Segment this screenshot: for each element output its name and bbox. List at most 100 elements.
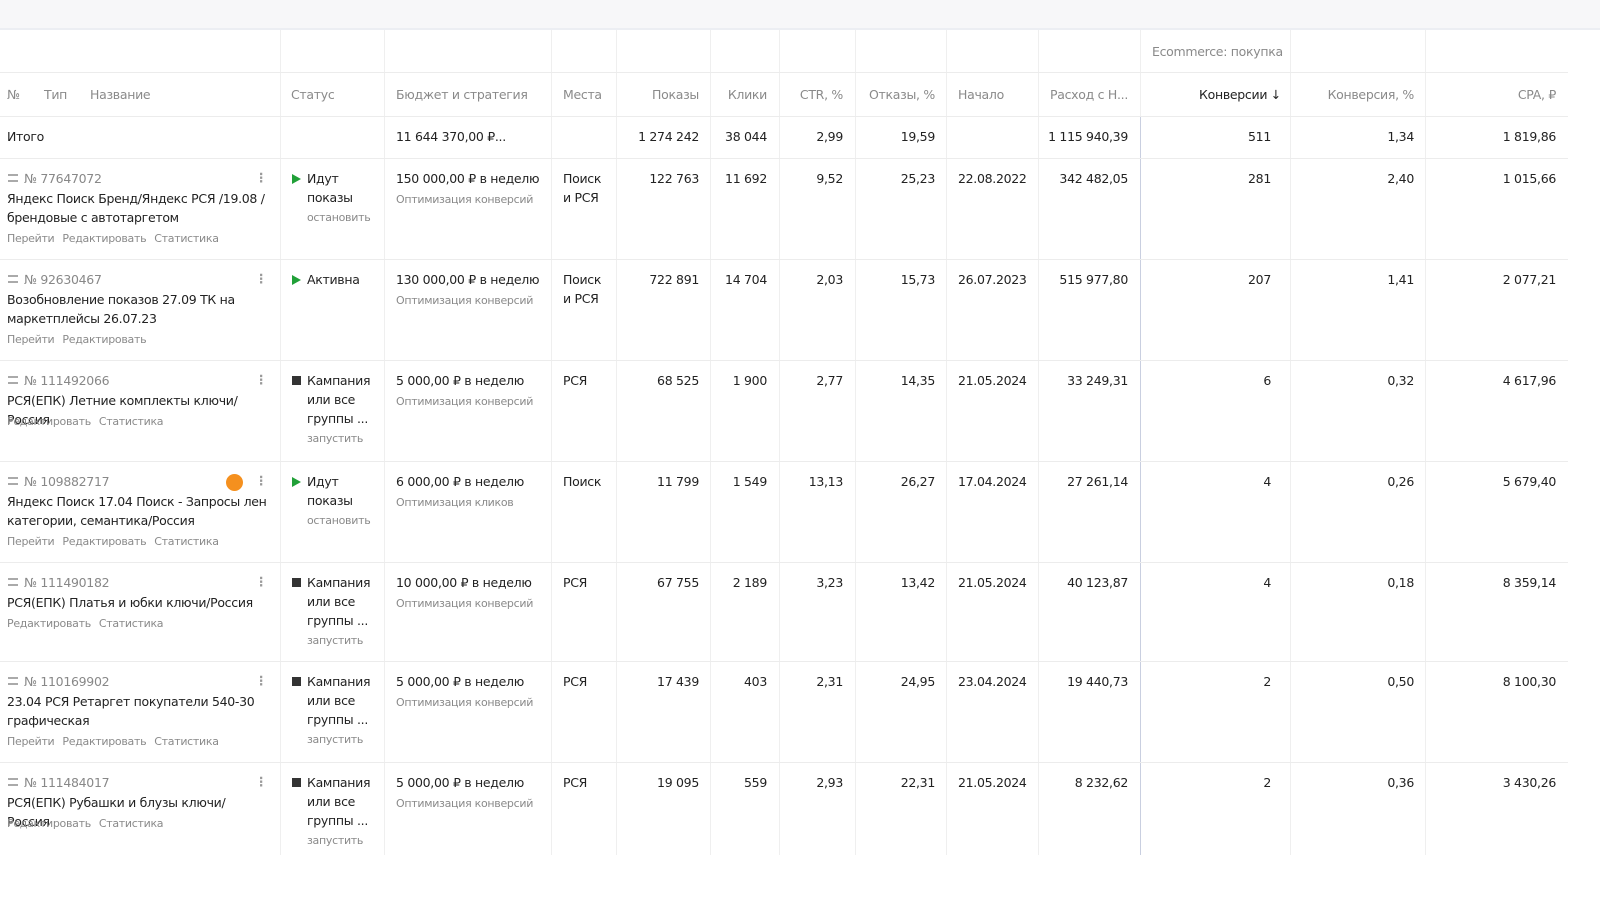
bounces: 25,23 [900,171,936,186]
action-link[interactable]: Перейти [7,735,55,748]
status: Кампания или все группы ... [307,575,371,628]
column-header[interactable]: Тип [44,87,68,102]
clicks: 2 189 [732,575,768,590]
ctr: 2,77 [816,373,843,388]
action-link[interactable]: Перейти [7,232,55,245]
impressions: 122 763 [649,171,699,186]
column-header[interactable]: Места [563,87,602,102]
campaign-name[interactable]: Возобновление показов 27.09 ТК на маркет… [7,292,235,326]
column-header[interactable]: Бюджет и стратегия [396,87,528,102]
action-link[interactable]: Редактировать [62,232,147,245]
column-header[interactable]: Начало [958,87,1004,102]
column-header[interactable]: Конверсия, % [1327,87,1415,102]
menu-button[interactable]: ⋮ [255,473,268,488]
start-date: 22.08.2022 [958,171,1027,186]
action-link[interactable]: Статистика [154,535,219,548]
start-date: 21.05.2024 [958,373,1027,388]
impressions: 19 095 [657,775,699,790]
total-impressions: 1 274 242 [638,129,699,144]
column-header[interactable]: Название [90,87,151,102]
campaign-name[interactable]: Яндекс Поиск Бренд/Яндекс РСЯ /19.08 / б… [7,191,265,225]
status-stop [292,578,301,587]
clicks: 14 704 [725,272,767,287]
action-link[interactable]: Редактировать [62,333,147,346]
menu-button[interactable]: ⋮ [255,372,268,387]
column-header[interactable]: Клики [727,87,767,102]
clicks: 1 549 [732,474,768,489]
campaign-name[interactable]: РСЯ(ЕПК) Рубашки и блузы ключи/ Россия [7,795,226,829]
column-header[interactable]: № [7,87,20,102]
total-cpa: 1 819,86 [1502,129,1557,144]
column-header[interactable]: Показы [652,87,699,102]
cpa: 8 100,30 [1502,674,1557,689]
column-header[interactable]: Отказы, % [869,87,935,102]
action-link[interactable]: Перейти [7,333,55,346]
status-action[interactable]: остановить [307,211,371,224]
menu-button[interactable]: ⋮ [255,673,268,688]
action-link[interactable]: Статистика [154,735,219,748]
campaign-name[interactable]: 23.04 РСЯ Ретаргет покупатели 540-30 гра… [7,694,255,728]
column-divider [710,30,711,855]
ctr: 9,52 [816,171,843,186]
campaign-name[interactable]: РСЯ(ЕПК) Летние комплекты ключи/ Россия [7,393,238,427]
row-divider [0,762,1568,763]
places: РСЯ [563,674,588,689]
places: Поиск и РСЯ [563,272,602,306]
status: Идут показы [307,171,353,205]
menu-button[interactable]: ⋮ [255,574,268,589]
budget: 5 000,00 ₽ в неделю [396,373,524,388]
places: Поиск [563,474,602,489]
budget: 5 000,00 ₽ в неделю [396,674,524,689]
ctr: 3,23 [816,575,843,590]
bounces: 26,27 [900,474,936,489]
campaign-name[interactable]: РСЯ(ЕПК) Платья и юбки ключи/Россия [7,595,253,610]
top-bar [0,0,1600,30]
status-action[interactable]: запустить [307,834,364,847]
status-play [292,174,301,184]
action-link[interactable]: Редактировать [7,817,91,830]
column-header[interactable]: Конверсии ↓ [1199,87,1281,102]
action-link[interactable]: Редактировать [62,735,147,748]
status: Активна [307,272,360,287]
total-label: Итого [7,129,44,144]
type-icon [8,578,18,586]
campaign-id: № 77647072 [24,171,102,186]
group-divider [1140,116,1141,855]
conv-rate: 0,18 [1387,575,1414,590]
status-action[interactable]: запустить [307,432,364,445]
campaign-id: № 111484017 [24,775,110,790]
campaign-name[interactable]: Яндекс Поиск 17.04 Поиск - Запросы лен к… [7,494,267,528]
menu-button[interactable]: ⋮ [255,271,268,286]
ctr: 2,03 [816,272,843,287]
status-action[interactable]: запустить [307,733,364,746]
action-link[interactable]: Статистика [98,617,164,630]
action-link[interactable]: Статистика [154,232,219,245]
column-header[interactable]: Статус [291,87,335,102]
status-play [292,275,301,285]
status-action[interactable]: запустить [307,634,364,647]
action-link[interactable]: Редактировать [7,415,91,428]
action-link[interactable]: Редактировать [7,617,91,630]
action-link[interactable]: Перейти [7,535,55,548]
spend: 8 232,62 [1074,775,1129,790]
spend: 19 440,73 [1067,674,1128,689]
action-link[interactable]: Статистика [98,415,164,428]
column-header[interactable]: Расход с Н... [1050,87,1128,102]
menu-button[interactable]: ⋮ [255,774,268,789]
action-link[interactable]: Редактировать [62,535,147,548]
type-icon [8,778,18,786]
conv-rate: 2,40 [1387,171,1414,186]
strategy: Оптимизация конверсий [396,294,534,307]
column-divider [280,30,281,855]
row-divider [0,661,1568,662]
status-action[interactable]: остановить [307,514,371,527]
column-divider [384,30,385,855]
ctr: 13,13 [808,474,844,489]
column-header[interactable]: CTR, % [799,87,843,102]
column-header[interactable]: CPA, ₽ [1517,87,1556,102]
action-link[interactable]: Статистика [98,817,164,830]
strategy: Оптимизация конверсий [396,395,534,408]
impressions: 68 525 [657,373,699,388]
menu-button[interactable]: ⋮ [255,170,268,185]
start-date: 21.05.2024 [958,575,1027,590]
